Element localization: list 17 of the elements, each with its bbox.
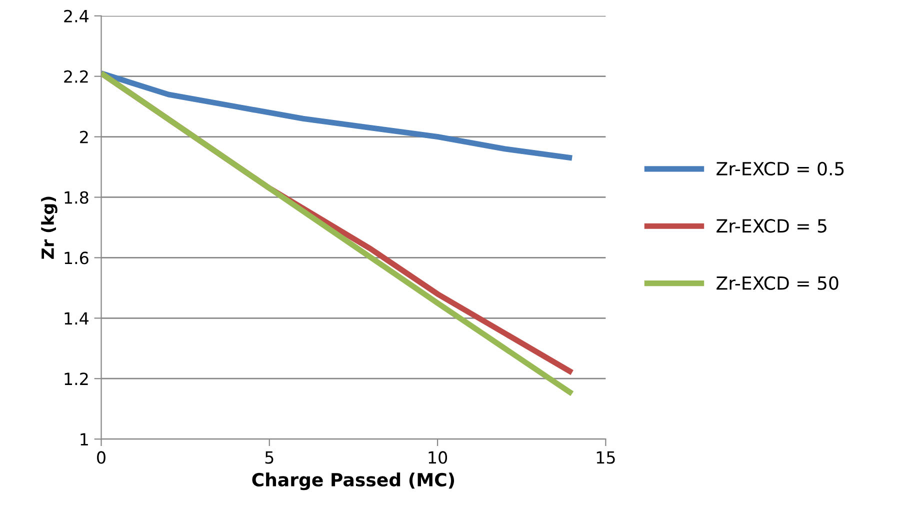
y-tick-label: 2 (80, 130, 88, 144)
y-tick-label: 1 (80, 433, 88, 446)
legend-label: Zr-EXCD = 0.5 (716, 162, 844, 176)
y-tick-label: 1.4 (64, 312, 89, 324)
x-tick-label: 0 (97, 451, 106, 464)
x-tick-label: 5 (265, 451, 274, 464)
x-tick-label: 15 (596, 451, 615, 464)
x-axis-title: Charge Passed (MC) (252, 472, 454, 490)
x-tick-label: 10 (428, 451, 448, 464)
y-tick-label: 1.6 (64, 252, 88, 264)
legend-label: Zr-EXCD = 5 (716, 219, 826, 233)
y-tick-label: 1.8 (64, 191, 88, 204)
legend-label: Zr-EXCD = 50 (716, 276, 838, 290)
y-tick-label: 2.4 (64, 10, 89, 22)
y-axis-title: Zr (kg) (41, 196, 58, 259)
y-tick-label: 2.2 (64, 70, 88, 83)
y-tick-label: 1.2 (64, 372, 88, 385)
